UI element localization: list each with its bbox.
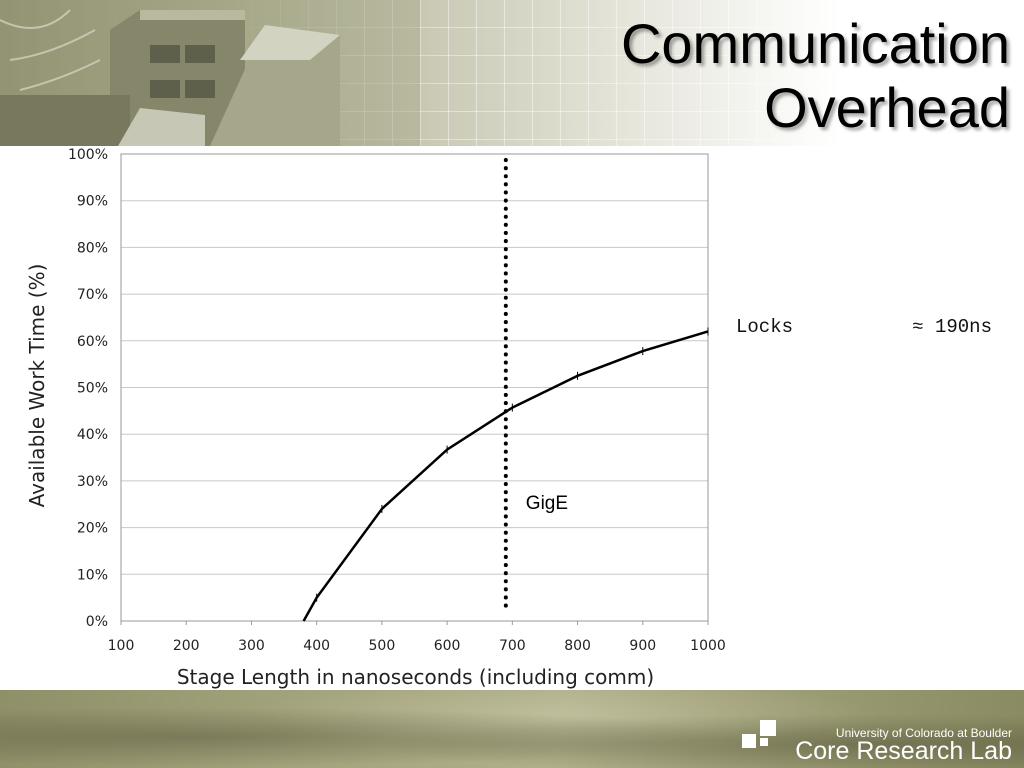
y-tick-label: 50% <box>77 381 108 397</box>
organization-name: University of Colorado at Boulder <box>835 726 1012 740</box>
series-line-0 <box>302 330 709 622</box>
x-tick-label: 100 <box>108 638 135 654</box>
building-illustration <box>0 0 420 146</box>
x-tick-label: 700 <box>499 638 526 654</box>
locks-value: ≈ 190ns <box>912 316 992 338</box>
chart-gridlines <box>121 153 708 622</box>
lab-logo-icon <box>742 720 778 756</box>
y-tick-label: 0% <box>86 614 108 630</box>
x-axis-ticks: 100 200 300 400 500 600 700 800 900 1000 <box>108 621 726 654</box>
x-tick-label: 1000 <box>690 638 726 654</box>
page-title-line-2: Overhead <box>764 76 1010 139</box>
page-title: Communication Overhead <box>410 12 1010 140</box>
y-tick-label: 10% <box>77 567 108 583</box>
chart: 0% 10% 20% 30% 40% 50% 60% 70% 80% 90% 100% 100 200… <box>0 146 740 690</box>
chart-annotations: GigE <box>503 158 568 611</box>
y-tick-label: 20% <box>77 521 108 537</box>
x-tick-label: 900 <box>629 638 656 654</box>
x-tick-label: 500 <box>369 638 396 654</box>
y-tick-label: 60% <box>77 334 108 350</box>
footer-banner: University of Colorado at Boulder Core R… <box>0 690 1024 768</box>
line-chart: 0% 10% 20% 30% 40% 50% 60% 70% 80% 90% 100% 100 200… <box>25 147 726 689</box>
x-tick-label: 600 <box>434 638 461 654</box>
x-tick-label: 400 <box>303 638 330 654</box>
y-axis-label: Available Work Time (%) <box>25 264 49 508</box>
y-tick-label: 90% <box>77 194 108 210</box>
page-title-line-1: Communication <box>620 12 1010 75</box>
lab-name: Core Research Lab <box>795 737 1012 765</box>
y-tick-label: 30% <box>77 474 108 490</box>
header-banner: Communication Overhead <box>0 0 1024 146</box>
x-tick-label: 200 <box>173 638 200 654</box>
y-tick-label: 100% <box>68 147 108 163</box>
footer-texture <box>0 690 1024 768</box>
x-axis-label: Stage Length in nanoseconds (including c… <box>177 665 654 689</box>
y-tick-label: 40% <box>77 427 108 443</box>
y-axis-ticks: 0% 10% 20% 30% 40% 50% 60% 70% 80% 90% 100% <box>68 147 108 630</box>
gige-label: GigE <box>526 493 568 514</box>
plot-area-frame <box>120 153 709 622</box>
y-tick-label: 70% <box>77 287 108 303</box>
chart-series <box>302 327 709 622</box>
x-tick-label: 300 <box>238 638 265 654</box>
locks-label: Locks <box>736 316 794 338</box>
y-tick-label: 80% <box>77 240 108 256</box>
x-tick-label: 800 <box>564 638 591 654</box>
